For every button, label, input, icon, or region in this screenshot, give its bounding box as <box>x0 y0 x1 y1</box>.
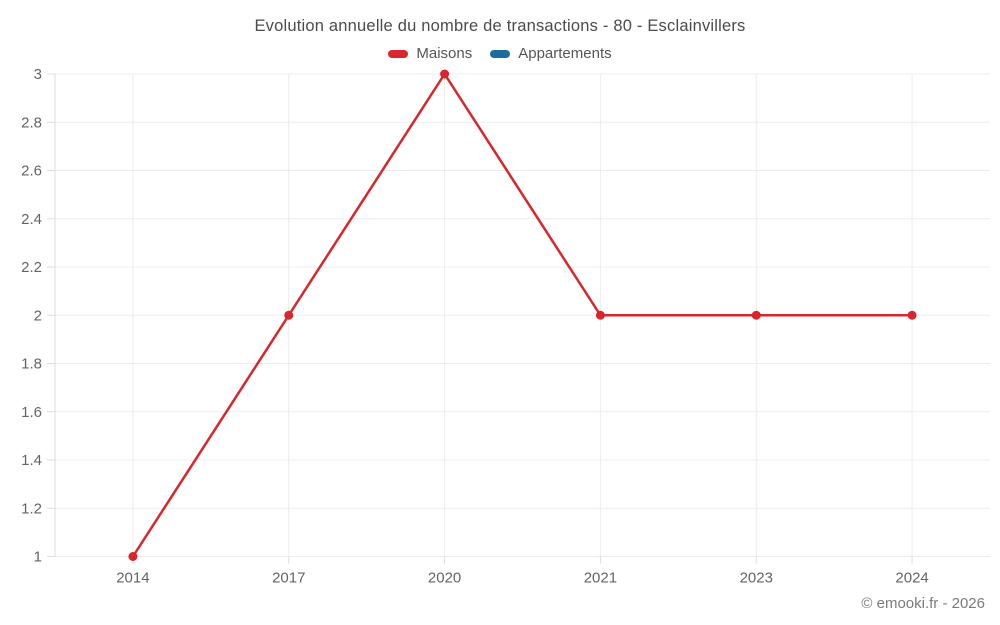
x-tick-label: 2024 <box>895 570 928 587</box>
y-tick-label: 1 <box>34 549 42 566</box>
appartements-swatch-icon <box>490 49 511 58</box>
y-tick-label: 1.6 <box>21 404 42 421</box>
data-point[interactable] <box>284 310 294 320</box>
data-point[interactable] <box>128 552 138 561</box>
y-tick-label: 2 <box>34 307 42 324</box>
maisons-swatch-icon <box>388 49 409 58</box>
x-tick-label: 2017 <box>272 570 305 587</box>
legend-label-appartements: Appartements <box>518 45 612 62</box>
copyright-text: © emooki.fr - 2026 <box>861 595 985 612</box>
y-tick-label: 1.4 <box>21 452 42 469</box>
data-point[interactable] <box>440 69 450 79</box>
y-tick-label: 1.8 <box>21 356 42 373</box>
series-line-maisons <box>131 72 914 558</box>
x-tick-label: 2021 <box>584 570 617 587</box>
data-point[interactable] <box>751 310 761 320</box>
y-tick-label: 2.4 <box>21 211 42 228</box>
data-point[interactable] <box>907 310 917 320</box>
legend-item-appartements[interactable]: Appartements <box>490 45 612 62</box>
data-point[interactable] <box>595 310 605 320</box>
legend-item-maisons[interactable]: Maisons <box>388 45 472 62</box>
chart-title: Evolution annuelle du nombre de transact… <box>254 17 746 35</box>
y-tick-label: 1.2 <box>21 500 42 517</box>
chart-legend: Maisons Appartements <box>0 45 1000 62</box>
y-tick-label: 2.2 <box>21 259 42 276</box>
y-tick-label: 2.8 <box>21 114 42 131</box>
y-tick-label: 3 <box>34 66 42 83</box>
legend-label-maisons: Maisons <box>416 45 473 62</box>
y-tick-label: 2.6 <box>21 163 42 180</box>
x-tick-label: 2014 <box>116 570 149 587</box>
x-tick-label: 2023 <box>740 570 773 587</box>
x-tick-label: 2020 <box>428 570 461 587</box>
